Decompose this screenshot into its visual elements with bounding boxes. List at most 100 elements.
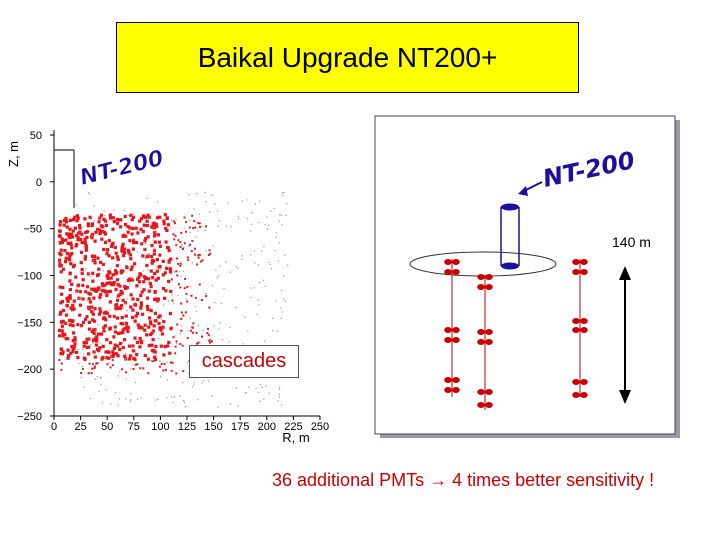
- cascade-point: [99, 260, 103, 264]
- cascade-point: [191, 214, 194, 217]
- cascade-point: [99, 213, 104, 217]
- cascade-point: [145, 223, 149, 228]
- cascade-point: [85, 315, 89, 319]
- nt200-arrowhead: [518, 186, 528, 196]
- cascade-point: [179, 264, 182, 267]
- cascade-point: [88, 300, 93, 304]
- y-tick-label: −150: [17, 317, 42, 329]
- background-point: [225, 225, 228, 227]
- cascade-point: [161, 259, 165, 263]
- cascade-point: [158, 253, 162, 257]
- background-point: [228, 341, 230, 343]
- cascade-point: [141, 312, 145, 316]
- cascade-point: [119, 304, 124, 308]
- background-point: [95, 329, 97, 331]
- cascade-point: [173, 222, 176, 225]
- background-point: [110, 403, 112, 405]
- cascade-point: [190, 294, 193, 297]
- cascade-point: [141, 254, 145, 258]
- background-point: [175, 342, 178, 345]
- cascade-point: [118, 292, 122, 297]
- cascade-point: [167, 279, 171, 284]
- cascade-point: [129, 213, 133, 217]
- cascade-point: [151, 337, 155, 342]
- background-point: [278, 388, 281, 391]
- background-point: [212, 245, 214, 247]
- background-point: [263, 398, 265, 400]
- cascade-point: [144, 276, 148, 280]
- background-point: [131, 363, 133, 365]
- pmt: [444, 387, 452, 393]
- cascade-point: [58, 223, 62, 227]
- background-point: [151, 359, 154, 362]
- cascade-point: [207, 334, 210, 337]
- pmt: [580, 318, 588, 324]
- cascade-point: [124, 234, 128, 238]
- cascade-point: [76, 284, 80, 288]
- background-point: [282, 194, 284, 197]
- cascade-point: [115, 278, 120, 282]
- background-point: [170, 273, 172, 275]
- cascade-point: [136, 323, 140, 327]
- cascade-point: [155, 258, 159, 262]
- background-point: [197, 399, 199, 401]
- cascade-point: [141, 214, 146, 218]
- pmt: [444, 259, 452, 265]
- cascade-point: [179, 343, 182, 346]
- cascade-point: [209, 341, 212, 344]
- cascade-point: [164, 368, 167, 371]
- background-point: [79, 250, 82, 252]
- cascade-point: [92, 331, 96, 335]
- cascade-point: [87, 320, 92, 324]
- cascade-point: [106, 273, 110, 277]
- cascade-point: [124, 321, 129, 325]
- cascade-point: [87, 345, 91, 349]
- background-point: [80, 326, 82, 328]
- cascade-point: [135, 352, 139, 357]
- cascade-point: [150, 276, 155, 280]
- cascade-point: [146, 254, 150, 258]
- background-point: [90, 218, 93, 221]
- background-point: [132, 213, 135, 215]
- cascade-point: [163, 344, 167, 349]
- cascade-point: [196, 342, 199, 345]
- cascade-point: [191, 331, 194, 334]
- cascade-point: [86, 272, 90, 276]
- cascade-point: [134, 363, 137, 366]
- cascade-point: [59, 310, 63, 314]
- background-point: [82, 348, 84, 350]
- background-point: [194, 253, 196, 255]
- cascade-point: [70, 282, 74, 286]
- background-point: [144, 242, 147, 244]
- cascade-point: [68, 323, 72, 327]
- cascade-point: [131, 344, 135, 348]
- background-point: [268, 224, 270, 227]
- cascade-point: [121, 331, 125, 335]
- cascade-point: [185, 292, 188, 295]
- cascade-point: [197, 256, 200, 259]
- background-point: [250, 287, 252, 289]
- background-point: [147, 269, 149, 271]
- background-point: [191, 262, 193, 264]
- cascade-point: [136, 297, 140, 302]
- background-point: [143, 248, 145, 250]
- cascade-point: [110, 283, 115, 287]
- cascade-point: [91, 328, 96, 332]
- background-point: [283, 298, 285, 300]
- cascade-point: [200, 299, 203, 302]
- cascade-point: [108, 341, 113, 345]
- background-point: [246, 199, 248, 201]
- background-point: [93, 205, 95, 207]
- cascade-point: [59, 301, 63, 305]
- background-point: [216, 276, 218, 279]
- background-point: [256, 313, 258, 316]
- cascade-point: [123, 247, 127, 251]
- background-point: [181, 243, 183, 246]
- cascade-point: [94, 230, 98, 234]
- detector-diagram: NT-200: [374, 115, 680, 438]
- cascade-point: [174, 234, 177, 237]
- cascade-point: [116, 257, 120, 261]
- cascade-point: [198, 283, 201, 286]
- background-point: [205, 200, 207, 203]
- cascade-point: [112, 219, 116, 224]
